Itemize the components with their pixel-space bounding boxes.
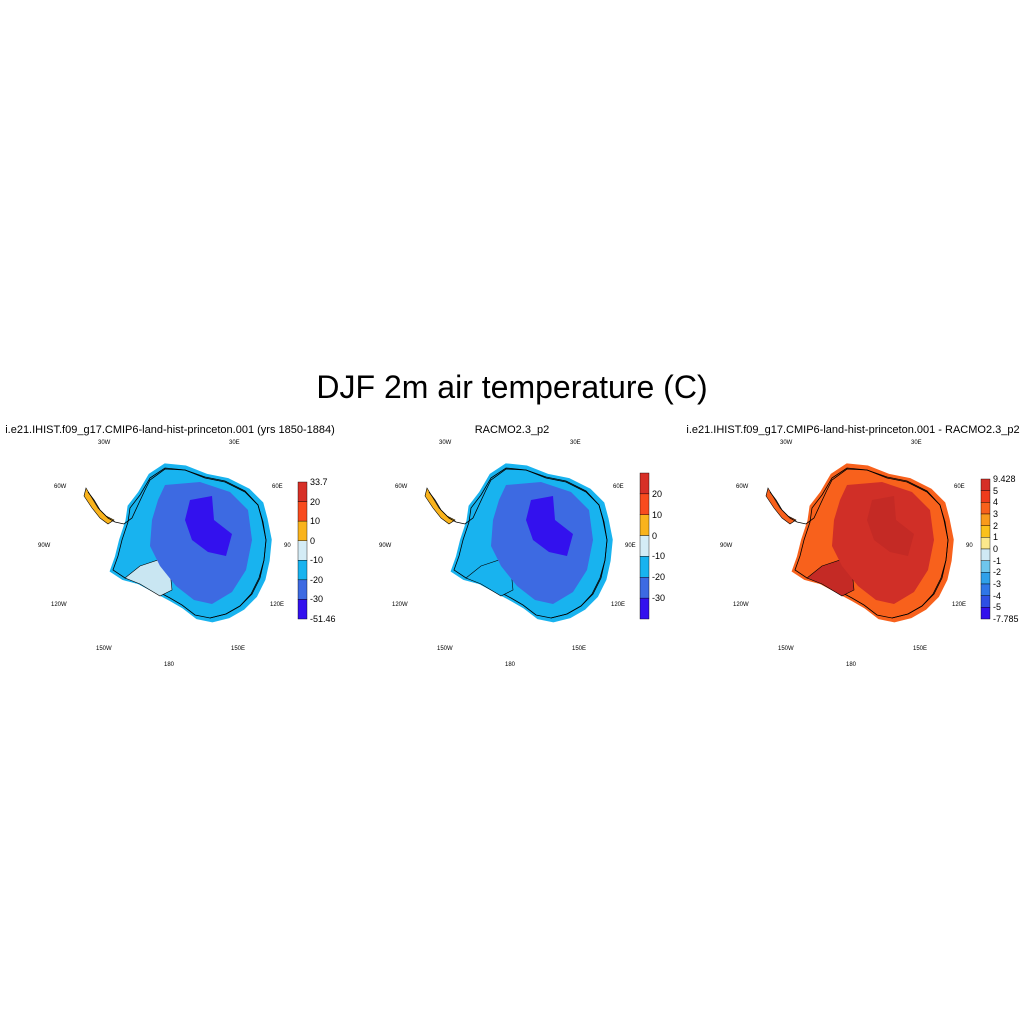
colorbar-label: 5 bbox=[993, 485, 999, 496]
colorbar-label: 2 bbox=[993, 520, 999, 531]
colorbar-label: -2 bbox=[993, 567, 1002, 578]
colorbar-box bbox=[980, 583, 991, 596]
longitude-label: 90 bbox=[966, 543, 973, 549]
colorbar-label: -4 bbox=[993, 590, 1002, 601]
peninsula-region bbox=[765, 487, 797, 525]
longitude-label: 120W bbox=[733, 602, 749, 608]
ross-ice-shelf bbox=[465, 559, 514, 597]
colorbar-box bbox=[980, 502, 991, 515]
ross-ice-shelf bbox=[124, 559, 173, 597]
longitude-label: 120W bbox=[392, 602, 408, 608]
colorbar-box bbox=[980, 513, 991, 526]
colorbar-box bbox=[297, 599, 308, 620]
longitude-label: 30W bbox=[98, 440, 111, 446]
longitude-label: 150W bbox=[778, 646, 794, 652]
colorbar-box bbox=[980, 537, 991, 550]
interior-core bbox=[185, 496, 232, 556]
peninsula-region bbox=[83, 487, 115, 525]
longitude-label: 120E bbox=[952, 602, 967, 608]
colorbar-label: -10 bbox=[310, 555, 324, 566]
longitude-label: 60W bbox=[54, 484, 67, 490]
colorbar-label: -20 bbox=[652, 572, 666, 583]
longitude-label: 90W bbox=[38, 543, 51, 549]
longitude-label: 150E bbox=[231, 646, 246, 652]
longitude-label: 30W bbox=[439, 440, 452, 446]
colorbar-label: -3 bbox=[993, 579, 1002, 589]
longitude-label: 60E bbox=[272, 484, 283, 490]
panel-title: i.e21.IHIST.f09_g17.CMIP6-land-hist-prin… bbox=[5, 424, 335, 436]
longitude-label: 60W bbox=[395, 484, 408, 490]
longitude-label: 90W bbox=[379, 543, 392, 549]
colorbar bbox=[639, 472, 650, 620]
longitude-label: 90W bbox=[720, 543, 733, 549]
longitude-label: 180 bbox=[846, 662, 857, 668]
coastline bbox=[87, 468, 267, 619]
colorbar-box bbox=[639, 597, 650, 620]
longitude-label: 60E bbox=[613, 484, 624, 490]
colorbar-box bbox=[980, 548, 991, 561]
colorbar-label: -20 bbox=[310, 574, 324, 585]
longitude-label: 60E bbox=[954, 484, 965, 490]
colorbar-box bbox=[980, 595, 991, 608]
longitude-label: 150W bbox=[96, 646, 112, 652]
colorbar-label: -30 bbox=[652, 593, 666, 604]
longitude-label: 150E bbox=[913, 646, 928, 652]
longitude-label: 150W bbox=[437, 646, 453, 652]
colorbar-label: -51.46 bbox=[310, 614, 336, 624]
colorbar-label: 3 bbox=[993, 509, 999, 519]
panel-title: RACMO2.3_p2 bbox=[474, 424, 550, 436]
coastline bbox=[428, 468, 608, 619]
colorbar-box bbox=[980, 560, 991, 573]
longitude-label: 120E bbox=[270, 602, 285, 608]
longitude-label: 30E bbox=[911, 440, 922, 446]
colorbar-label: 10 bbox=[652, 509, 663, 520]
longitude-label: 180 bbox=[164, 662, 175, 668]
figure-title: DJF 2m air temperature (C) bbox=[316, 369, 708, 405]
panel-title: i.e21.IHIST.f09_g17.CMIP6-land-hist-prin… bbox=[686, 424, 1020, 436]
interior-core bbox=[867, 496, 914, 556]
colorbar-label: 33.7 bbox=[310, 477, 328, 487]
colorbar-label: -30 bbox=[310, 594, 324, 605]
longitude-label: 30W bbox=[780, 440, 793, 446]
colorbar-box bbox=[980, 525, 991, 538]
longitude-label: 180 bbox=[505, 662, 516, 668]
longitude-label: 90E bbox=[625, 543, 636, 549]
colorbar-label: 10 bbox=[310, 516, 321, 527]
colorbar-label: 20 bbox=[652, 488, 663, 499]
longitude-label: 90 bbox=[284, 543, 291, 549]
colorbar-label: 0 bbox=[652, 530, 658, 541]
colorbar-label: -7.785 bbox=[993, 614, 1019, 624]
longitude-label: 120E bbox=[611, 602, 626, 608]
colorbar-box bbox=[980, 478, 991, 491]
interior-core bbox=[526, 496, 573, 556]
longitude-label: 60W bbox=[736, 484, 749, 490]
longitude-label: 30E bbox=[570, 440, 581, 446]
longitude-label: 120W bbox=[51, 602, 67, 608]
longitude-label: 150E bbox=[572, 646, 587, 652]
colorbar-label: 20 bbox=[310, 496, 321, 507]
ross-ice-shelf bbox=[806, 559, 855, 597]
colorbar-label: -1 bbox=[993, 555, 1002, 566]
colorbar-label: 0 bbox=[993, 544, 999, 554]
colorbar-label: 1 bbox=[993, 532, 999, 543]
colorbar-label: -5 bbox=[993, 602, 1002, 613]
colorbar-box bbox=[980, 572, 991, 585]
colorbar-label: -10 bbox=[652, 551, 666, 562]
colorbar bbox=[297, 481, 308, 620]
colorbar-box bbox=[980, 607, 991, 620]
peninsula-region bbox=[424, 487, 456, 525]
colorbar-label: 4 bbox=[993, 497, 999, 508]
colorbar-box bbox=[980, 490, 991, 503]
longitude-label: 30E bbox=[229, 440, 240, 446]
coastline bbox=[769, 468, 949, 619]
colorbar-label: 0 bbox=[310, 535, 316, 546]
colorbar-label: 9.428 bbox=[993, 474, 1016, 484]
colorbar bbox=[980, 478, 991, 620]
